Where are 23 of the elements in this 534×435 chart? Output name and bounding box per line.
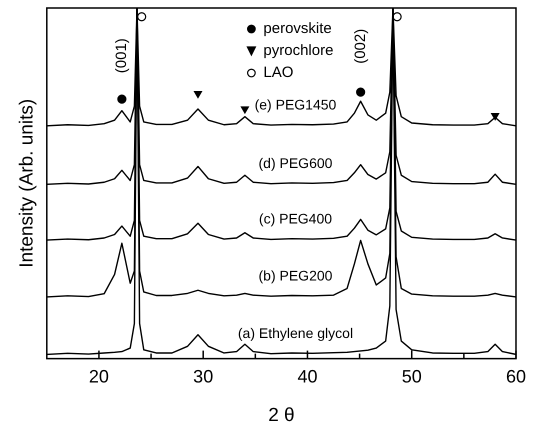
series-label: (d) PEG600: [258, 154, 333, 171]
point: [356, 88, 366, 97]
series-label: (c) PEG400: [258, 210, 332, 227]
point: [240, 106, 249, 114]
series-label: (e) PEG1450: [254, 96, 337, 112]
x-axis-title: 2 θ: [268, 404, 295, 426]
legend-label: pyrochlore: [263, 42, 334, 60]
annotation: (002): [352, 28, 369, 64]
x-tick-label: 20: [88, 366, 109, 386]
x-tick-label: 60: [506, 366, 526, 386]
legend-label: perovskite: [263, 20, 332, 38]
x-tick-label: 50: [402, 366, 422, 386]
legend-label: LAO: [263, 64, 294, 82]
point: [194, 90, 202, 98]
x-tick-label: 30: [193, 366, 214, 386]
point: [117, 94, 126, 104]
series-label: (a) Ethylene glycol: [238, 324, 354, 341]
point: [491, 113, 500, 120]
point: [137, 12, 146, 22]
x-tick-label: 40: [297, 366, 318, 386]
series-label: (b) PEG200: [258, 267, 333, 284]
y-axis-title: Intensity (Arb. units): [16, 98, 38, 268]
annotation: (001): [113, 38, 130, 74]
